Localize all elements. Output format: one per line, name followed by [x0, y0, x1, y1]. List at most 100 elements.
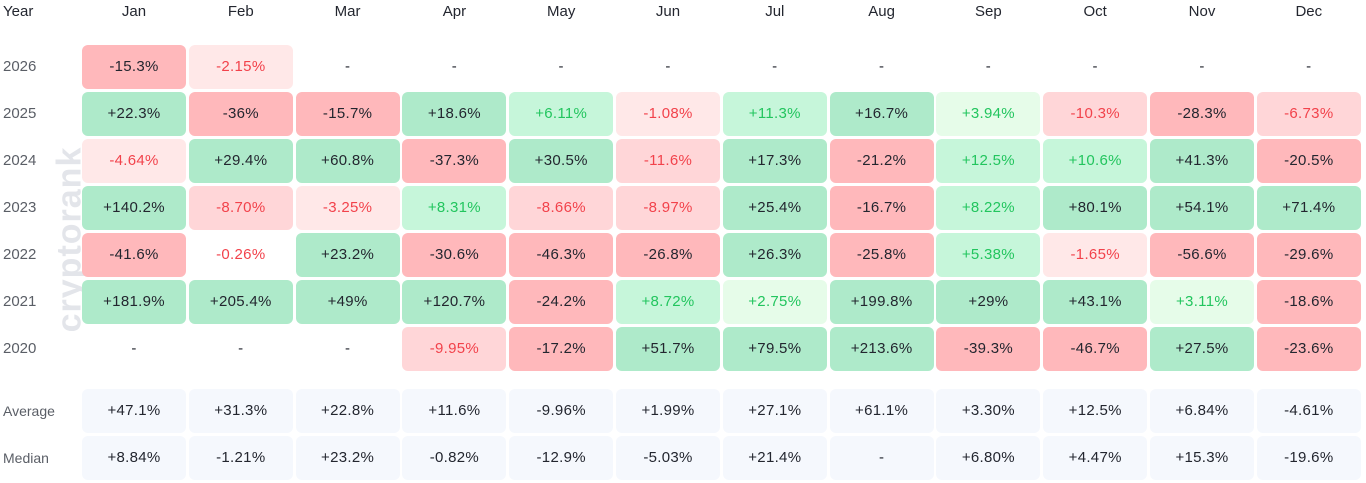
month-header-jun: Jun [655, 3, 681, 20]
heatmap-cell: +29.4% [188, 139, 293, 183]
stat-cell-average: +27.1% [722, 389, 827, 433]
heatmap-cell: -17.2% [509, 327, 614, 371]
heatmap-cell: +17.3% [722, 139, 827, 183]
heatmap-cell: +29% [936, 280, 1041, 324]
heatmap-cell: +12.5% [936, 139, 1041, 183]
heatmap-cell: - [344, 58, 351, 75]
heatmap-cell: -8.70% [188, 186, 293, 230]
stat-cell-average: +61.1% [829, 389, 934, 433]
year-label-2024: 2024 [3, 152, 37, 169]
heatmap-cell: +51.7% [616, 327, 720, 371]
stat-cell-median: +23.2% [295, 436, 400, 480]
heatmap-cell: +54.1% [1150, 186, 1254, 230]
heatmap-cell: +213.6% [829, 327, 934, 371]
heatmap-cell: +79.5% [722, 327, 827, 371]
stat-cell-average: -9.96% [509, 389, 614, 433]
heatmap-cell: -11.6% [616, 139, 720, 183]
heatmap-cell: +181.9% [82, 280, 186, 324]
year-label-2023: 2023 [3, 199, 37, 216]
heatmap-cell: +71.4% [1256, 186, 1361, 230]
stat-cell-median: +4.47% [1043, 436, 1148, 480]
heatmap-cell: +205.4% [188, 280, 293, 324]
heatmap-cell: +41.3% [1150, 139, 1254, 183]
heatmap-cell: -37.3% [402, 139, 507, 183]
heatmap-cell: +199.8% [829, 280, 934, 324]
heatmap-cell: +10.6% [1043, 139, 1148, 183]
heatmap-cell: +2.75% [722, 280, 827, 324]
heatmap-cell: -21.2% [829, 139, 934, 183]
heatmap-cell: -18.6% [1256, 280, 1361, 324]
stat-cell-average: +11.6% [402, 389, 507, 433]
heatmap-cell: -8.66% [509, 186, 614, 230]
year-label-2026: 2026 [3, 58, 37, 75]
month-header-nov: Nov [1188, 3, 1216, 20]
stat-cell-average: +3.30% [936, 389, 1041, 433]
heatmap-cell: -24.2% [509, 280, 614, 324]
heatmap-cell: - [1092, 58, 1098, 75]
month-header-aug: Aug [868, 3, 895, 20]
heatmap-cell: -15.3% [82, 45, 186, 89]
heatmap-cell: +3.11% [1150, 280, 1254, 324]
heatmap-cell: - [985, 58, 992, 75]
heatmap-cell: - [451, 58, 458, 75]
heatmap-cell: -9.95% [402, 327, 507, 371]
stat-cell-average: +31.3% [188, 389, 293, 433]
heatmap-cell: - [558, 58, 564, 75]
heatmap-cell: +60.8% [295, 139, 400, 183]
heatmap-cell: +8.22% [936, 186, 1041, 230]
heatmap-cell: - [1306, 58, 1312, 75]
year-label-2025: 2025 [3, 105, 37, 122]
heatmap-cell: -15.7% [295, 92, 400, 136]
heatmap-cell: +27.5% [1150, 327, 1254, 371]
heatmap-cell: +23.2% [295, 233, 400, 277]
heatmap-cell: +11.3% [722, 92, 827, 136]
heatmap-cell: +8.31% [402, 186, 507, 230]
heatmap-cell: -4.64% [82, 139, 186, 183]
heatmap-cell: -1.65% [1043, 233, 1148, 277]
stat-cell-average: +22.8% [295, 389, 400, 433]
year-label-2022: 2022 [3, 246, 37, 263]
heatmap-cell: +18.6% [402, 92, 507, 136]
stat-cell-average: +1.99% [616, 389, 720, 433]
stat-cell-average: -4.61% [1256, 389, 1361, 433]
heatmap-cell: +49% [295, 280, 400, 324]
heatmap-cell: - [772, 58, 778, 75]
heatmap-cell: - [131, 340, 137, 357]
stat-cell-average: +6.84% [1150, 389, 1254, 433]
heatmap-cell: +25.4% [722, 186, 827, 230]
stat-cell-average: +47.1% [82, 389, 186, 433]
heatmap-cell: - [238, 340, 244, 357]
stat-cell-median: -1.21% [188, 436, 293, 480]
stat-cell-median: -0.82% [402, 436, 507, 480]
heatmap-cell: +8.72% [616, 280, 720, 324]
month-header-sep: Sep [975, 3, 1002, 20]
heatmap-cell: - [344, 340, 351, 357]
heatmap-cell: +3.94% [936, 92, 1041, 136]
heatmap-cell: +120.7% [402, 280, 507, 324]
heatmap-cell: -29.6% [1256, 233, 1361, 277]
heatmap-cell: -26.8% [616, 233, 720, 277]
heatmap-cell: +26.3% [722, 233, 827, 277]
stat-cell-median: +15.3% [1150, 436, 1254, 480]
stat-cell-average: +12.5% [1043, 389, 1148, 433]
month-header-oct: Oct [1083, 3, 1107, 20]
heatmap-cell: -20.5% [1256, 139, 1361, 183]
stat-label-median: Median [3, 450, 49, 466]
heatmap-cell: -56.6% [1150, 233, 1254, 277]
month-header-jan: Jan [121, 3, 147, 20]
heatmap-cell: -8.97% [616, 186, 720, 230]
heatmap-cell: -2.15% [188, 45, 293, 89]
heatmap-cell: -25.8% [829, 233, 934, 277]
heatmap-cell: -36% [188, 92, 293, 136]
heatmap-cell: +80.1% [1043, 186, 1148, 230]
month-header-mar: Mar [334, 3, 361, 20]
heatmap-cell: -6.73% [1256, 92, 1361, 136]
heatmap-cell: +43.1% [1043, 280, 1148, 324]
stat-cell-median: -5.03% [616, 436, 720, 480]
heatmap-cell: +30.5% [509, 139, 614, 183]
month-header-apr: Apr [442, 3, 467, 20]
heatmap-cell: -3.25% [295, 186, 400, 230]
heatmap-cell: -16.7% [829, 186, 934, 230]
heatmap-cell: -23.6% [1256, 327, 1361, 371]
heatmap-cell: - [665, 58, 671, 75]
